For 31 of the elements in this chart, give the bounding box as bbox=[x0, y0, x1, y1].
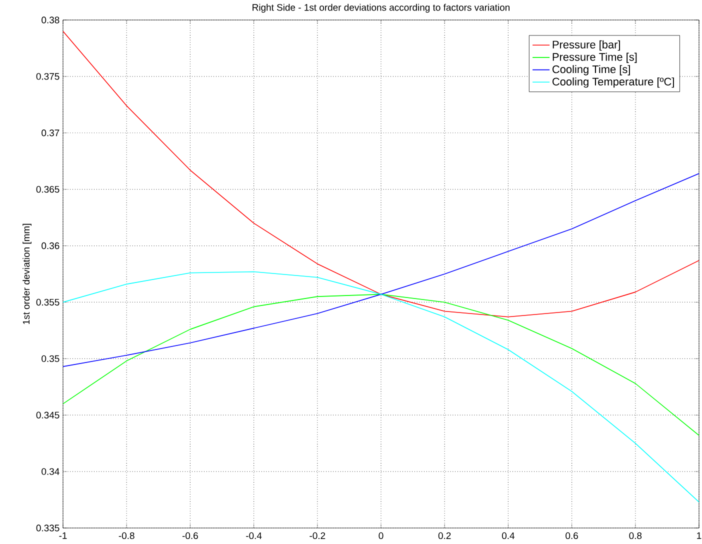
legend-label: Pressure Time [s] bbox=[552, 52, 637, 63]
line-series bbox=[63, 294, 700, 436]
y-tick-label: 0.375 bbox=[36, 73, 60, 80]
x-tick-label: 0 bbox=[378, 532, 384, 540]
legend-label: Pressure [bar] bbox=[552, 40, 620, 51]
line-series bbox=[63, 173, 700, 367]
line-series bbox=[63, 271, 700, 502]
y-tick-label: 0.37 bbox=[42, 130, 60, 136]
x-tick-label: -0.6 bbox=[182, 532, 198, 540]
x-tick-label: 0.8 bbox=[629, 532, 642, 540]
y-tick-label: 0.34 bbox=[42, 468, 60, 475]
x-tick-label: 0.4 bbox=[502, 532, 515, 540]
chart-title: Right Side - 1st order deviations according to factors variation bbox=[252, 4, 510, 13]
line-series bbox=[63, 30, 700, 318]
y-tick-label: 0.38 bbox=[42, 16, 60, 24]
legend-label: Cooling Temperature [ºC] bbox=[552, 77, 674, 88]
x-tick-label: -0.4 bbox=[246, 532, 262, 540]
x-tick-label: 1 bbox=[697, 532, 702, 539]
y-tick-label: 0.35 bbox=[42, 355, 60, 362]
y-tick-label: 0.345 bbox=[36, 412, 60, 418]
x-tick-label: -0.2 bbox=[310, 532, 326, 540]
y-tick-label: 0.355 bbox=[36, 298, 60, 306]
legend-label: Cooling Time [s] bbox=[552, 65, 630, 76]
y-tick-label: 0.335 bbox=[36, 524, 60, 532]
y-tick-label: 0.365 bbox=[36, 186, 60, 193]
x-tick-label: 0.2 bbox=[438, 532, 451, 540]
y-axis-title: 1st order deviation [mm] bbox=[22, 224, 32, 324]
y-tick-label: 0.36 bbox=[42, 242, 60, 250]
x-tick-label: -0.8 bbox=[118, 532, 134, 540]
x-tick-label: -1 bbox=[59, 532, 67, 539]
x-tick-label: 0.6 bbox=[566, 532, 578, 540]
